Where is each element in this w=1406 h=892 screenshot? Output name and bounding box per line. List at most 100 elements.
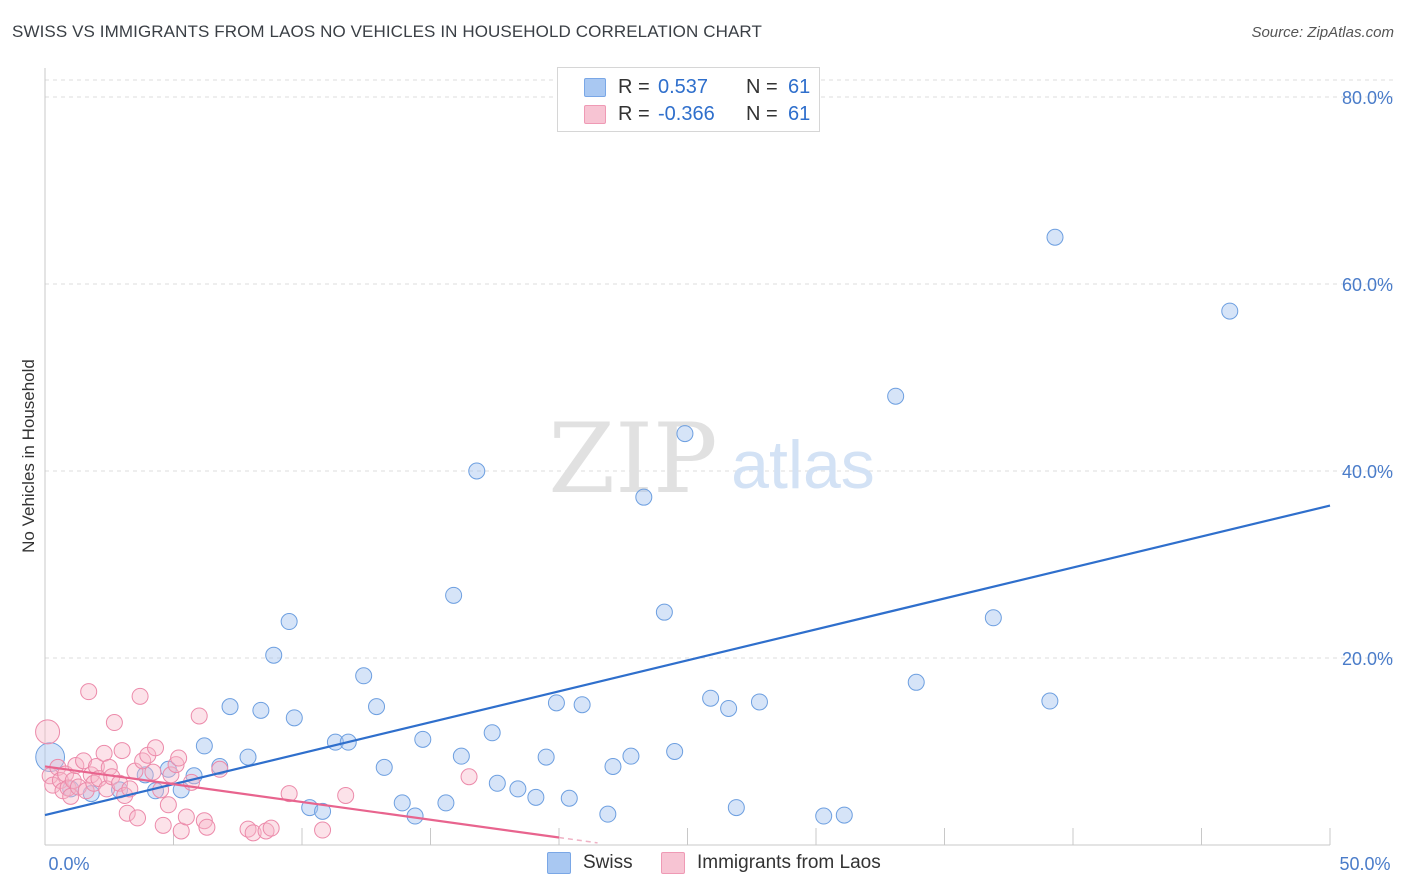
swiss-point [599, 805, 617, 823]
watermark-atlas: atlas [731, 427, 875, 503]
swiss-point [355, 667, 373, 685]
laos-point [80, 683, 98, 701]
swiss-point [835, 806, 853, 824]
swiss-point [527, 788, 545, 806]
legend-r-value: 0.537 [658, 75, 709, 98]
bottom-legend-label: Immigrants from Laos [697, 852, 881, 873]
swiss-point [252, 701, 270, 719]
swiss-point [445, 586, 463, 604]
laos-point [105, 714, 123, 732]
swiss-point [750, 693, 768, 711]
source-label: Source: ZipAtlas.com [1251, 24, 1394, 41]
y-axis-title: No Vehicles in Household [19, 359, 38, 553]
labels-layer: 20.0% 40.0% 60.0% 80.0% 0.0% 50.0% [48, 88, 1393, 874]
swiss-point [560, 789, 578, 807]
bottom-swatch-laos [661, 852, 685, 874]
legend-row-laos: R = -0.366 N = 61 [584, 102, 810, 126]
laos-point [280, 785, 298, 803]
swiss-point [239, 748, 257, 766]
legend-n-label: N = [746, 75, 778, 98]
swiss-point [727, 799, 745, 817]
laos-point [129, 809, 147, 827]
bottom-legend-label: Swiss [583, 852, 633, 873]
laos-point [147, 739, 165, 757]
trend-layer [44, 504, 1331, 844]
swiss-point [547, 694, 565, 712]
laos-point [460, 768, 478, 786]
laos-point [262, 819, 280, 837]
swiss-point [368, 698, 386, 716]
grid-layer [45, 79, 1393, 659]
laos-point [244, 824, 262, 842]
laos-point [131, 687, 149, 705]
legend-row-swiss: R = 0.537 N = 61 [584, 75, 810, 99]
laos-point [113, 742, 131, 760]
swiss-point [655, 603, 673, 621]
swiss-point [221, 698, 239, 716]
y-tick-label: 60.0% [1342, 275, 1393, 295]
laos-trend-line [44, 765, 560, 839]
swiss-point [537, 748, 555, 766]
legend-r-value: -0.366 [658, 102, 715, 125]
laos-point [144, 763, 162, 781]
correlation-legend: R = 0.537 N = 61 R = -0.366 N = 61 [557, 67, 820, 132]
swiss-point [393, 794, 411, 812]
swiss-point [280, 613, 298, 631]
swiss-point [265, 646, 283, 664]
laos-point [198, 818, 216, 836]
legend-r-label: R = [618, 102, 650, 125]
laos-point [85, 774, 103, 792]
swiss-point [483, 724, 501, 742]
laos-point [177, 808, 195, 826]
y-tick-label: 20.0% [1342, 649, 1393, 669]
laos-point [170, 749, 188, 767]
swiss-trend-line [44, 504, 1331, 817]
watermark: ZIP atlas [548, 403, 874, 515]
laos-point [167, 756, 185, 774]
swiss-point [666, 743, 684, 760]
swiss-point [195, 737, 213, 755]
swiss-point [622, 747, 640, 765]
swiss-point [1046, 228, 1064, 246]
swiss-point [815, 807, 833, 825]
legend-n-label: N = [746, 102, 778, 125]
laos-trend-extension [558, 836, 598, 844]
bottom-legend-laos: Immigrants from Laos [661, 852, 881, 874]
swiss-point [285, 709, 303, 727]
laos-point [154, 816, 172, 834]
swiss-point [488, 774, 506, 792]
laos-point [35, 719, 61, 745]
laos-point [257, 822, 275, 840]
chart-title: SWISS VS IMMIGRANTS FROM LAOS NO VEHICLE… [12, 22, 762, 41]
legend-n-value: 61 [788, 102, 811, 125]
swiss-point [468, 462, 486, 480]
points-layer [35, 228, 1239, 842]
x-tick-label: 50.0% [1339, 854, 1390, 874]
laos-point [159, 796, 177, 814]
laos-point [195, 812, 213, 830]
swiss-point [720, 699, 738, 717]
y-tick-label: 80.0% [1342, 88, 1393, 108]
bottom-swatch-swiss [547, 852, 571, 874]
swiss-point [452, 747, 470, 765]
laos-point [337, 786, 355, 804]
swiss-point [702, 689, 720, 707]
y-tick-label: 40.0% [1342, 462, 1393, 482]
swiss-point [635, 488, 653, 506]
laos-point [118, 804, 136, 822]
swiss-point [375, 758, 393, 776]
swiss-point [35, 742, 66, 773]
swiss-point [414, 730, 432, 748]
legend-n-value: 61 [788, 75, 811, 98]
watermark-zip: ZIP [548, 403, 717, 515]
swiss-point [573, 696, 591, 714]
swiss-point [604, 757, 622, 775]
x-tick-label: 0.0% [48, 854, 89, 874]
swiss-point [509, 780, 527, 798]
swiss-point [907, 673, 925, 691]
swiss-point [314, 802, 332, 820]
legend-r-label: R = [618, 75, 650, 98]
swiss-point [984, 609, 1002, 627]
bottom-legend-swiss: Swiss [547, 852, 633, 874]
